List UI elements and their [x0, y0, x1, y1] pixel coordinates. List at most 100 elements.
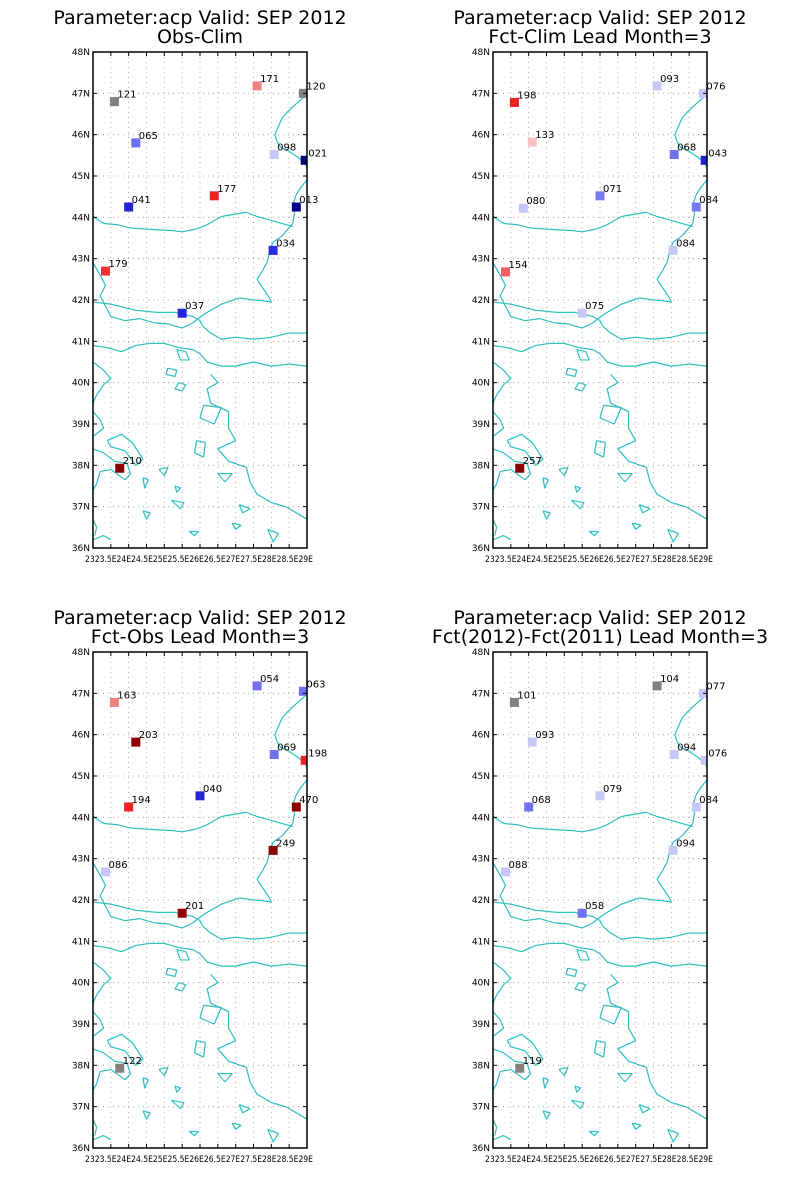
coastline [493, 534, 512, 541]
station-value-label: 076 [708, 748, 727, 759]
station-value-label: 054 [260, 674, 279, 685]
station-value-label: 079 [603, 784, 622, 795]
island-outline [599, 1004, 623, 1025]
station-marker [268, 845, 278, 855]
station-marker [195, 791, 205, 801]
station-value-label: 198 [517, 90, 536, 101]
coastline [93, 361, 112, 404]
island-outline [574, 382, 587, 392]
y-tick-label: 47N [472, 689, 490, 699]
coastline [493, 1118, 498, 1136]
coastline [93, 448, 132, 491]
station-value-label: 101 [517, 690, 536, 701]
station-value-label: 257 [523, 456, 542, 467]
station-value-label: 076 [706, 81, 725, 92]
island-outline [158, 466, 169, 477]
island-outline [194, 439, 206, 458]
coastline [606, 974, 707, 1120]
y-tick-label: 37N [472, 1103, 490, 1113]
y-tick-label: 46N [472, 131, 490, 141]
island-outline [565, 967, 578, 978]
station-marker [509, 97, 519, 107]
island-outline [165, 367, 178, 378]
station-marker [177, 908, 187, 918]
y-tick-label: 39N [72, 1020, 90, 1030]
coastline [506, 1033, 544, 1066]
y-tick-label: 46N [72, 731, 90, 741]
y-tick-label: 47N [72, 689, 90, 699]
island-outline [638, 504, 651, 514]
panel-title-line1: Parameter:acp Valid: SEP 2012 [53, 607, 346, 629]
y-tick-label: 41N [472, 337, 490, 347]
coastline [93, 1134, 112, 1141]
panel-title-line2: Obs-Clim [157, 26, 243, 48]
station-marker [518, 203, 528, 213]
island-outline [576, 949, 590, 961]
panel-title-line2: Fct-Obs Lead Month=3 [91, 626, 309, 648]
island-outline [574, 1085, 581, 1093]
coastline [93, 534, 112, 541]
island-outline [142, 1077, 149, 1089]
station-marker [177, 308, 187, 318]
coastline [206, 974, 307, 1120]
coastline [256, 179, 307, 303]
island-outline [142, 510, 151, 520]
station-marker [124, 802, 134, 812]
y-tick-label: 37N [72, 1103, 90, 1113]
island-outline [576, 349, 590, 361]
island-outline [574, 982, 587, 992]
station-marker [291, 202, 301, 212]
y-tick-label: 36N [472, 544, 490, 554]
station-marker [524, 802, 534, 812]
station-marker [577, 308, 587, 318]
station-marker [595, 191, 605, 201]
coastline [493, 961, 512, 1004]
y-tick-label: 39N [72, 420, 90, 430]
y-tick-label: 44N [472, 213, 490, 223]
station-marker [527, 737, 537, 747]
map-frame [492, 651, 708, 1149]
y-tick-label: 42N [72, 296, 90, 306]
island-outline [194, 1039, 206, 1058]
island-outline [174, 1085, 181, 1093]
station-marker [131, 737, 141, 747]
station-value-label: 104 [660, 674, 679, 685]
island-outline [571, 1099, 585, 1110]
y-tick-label: 43N [472, 855, 490, 865]
station-value-label: 069 [277, 743, 296, 754]
station-marker [300, 155, 307, 165]
island-outline [158, 1066, 169, 1077]
coastline [493, 342, 707, 367]
y-tick-label: 47N [72, 89, 90, 99]
y-tick-label: 38N [72, 461, 90, 471]
island-outline [231, 522, 242, 531]
map-area [493, 52, 707, 548]
coastline [493, 1011, 505, 1037]
station-value-label: 249 [276, 838, 295, 849]
coastline [493, 862, 672, 929]
station-marker [109, 697, 119, 707]
y-tick-label: 45N [72, 772, 90, 782]
station-marker [691, 202, 701, 212]
coastline [493, 411, 505, 437]
station-marker [652, 681, 662, 691]
station-value-label: 068 [532, 795, 551, 806]
x-tick-labels: 2323.5E24E24.5E25E25.5E26E26.5E27E27.5E2… [485, 555, 713, 565]
island-outline [142, 1110, 151, 1120]
island-outline [188, 530, 199, 537]
coastline [674, 692, 707, 768]
island-outline [571, 499, 585, 510]
island-outline [599, 404, 623, 425]
station-value-label: 086 [108, 860, 127, 871]
station-value-label: 084 [699, 795, 718, 806]
station-marker [291, 802, 301, 812]
y-tick-label: 36N [72, 1144, 90, 1154]
island-outline [171, 499, 185, 510]
station-value-label: 119 [523, 1056, 542, 1067]
island-outline [267, 1128, 280, 1143]
station-marker [700, 755, 707, 765]
station-value-label: 163 [117, 690, 136, 701]
y-tick-label: 43N [472, 255, 490, 265]
station-marker [700, 155, 707, 165]
